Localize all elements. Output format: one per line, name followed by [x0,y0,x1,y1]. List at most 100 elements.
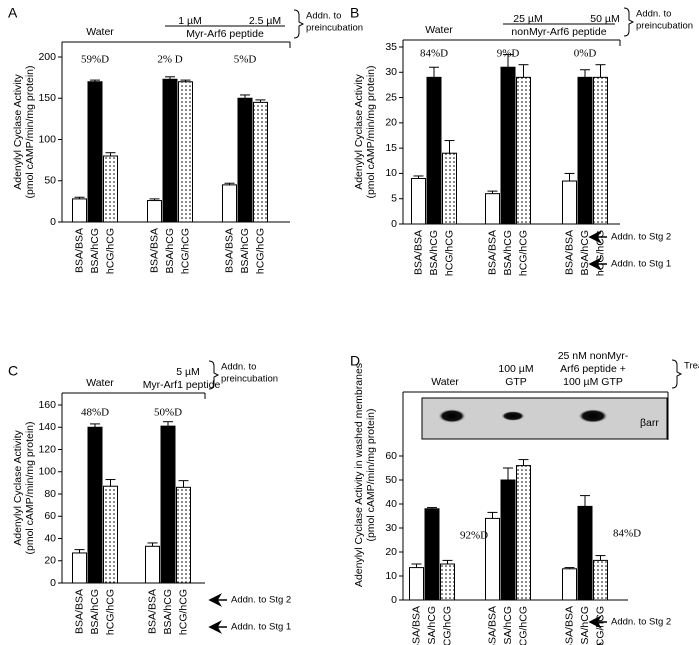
y-tick-label: 50 [385,474,397,486]
bar [176,486,191,584]
treatment-label: Myr-Arf6 peptide [186,28,264,40]
bar-label: BSA/BSA [410,606,422,645]
annotation: 5%D [234,54,257,66]
y-axis-label: Adenylyl Cyclase Activity [353,73,365,189]
bracket-label: preincubation [636,21,693,32]
y-tick-label: 40 [385,498,397,510]
stage-arrow [588,615,607,629]
bar-label: BSA/hCG [426,606,438,645]
bracket-label: Addn. to [306,11,341,22]
bar-label: BSA/hCG [502,606,514,645]
bracket-label: Addn. to [636,9,671,20]
y-axis-label: Adenylyl Cyclase Activity in washed memb… [353,363,365,587]
bar-label: BSA/hCG [502,230,514,276]
stage-label: Addn. to Stg 1 [231,622,291,633]
bar [440,563,455,601]
y-axis-label: (pmol cAMP/min/mg protein) [24,421,36,554]
stage-arrow [208,593,227,607]
annotation: 59%D [81,54,109,66]
category-label: 25 nM nonMyr- [558,350,629,362]
y-tick-label: 20 [44,555,56,567]
bar [516,76,531,225]
bar-label: BSA/BSA [563,606,575,645]
bar-label: hCG/hCG [104,589,116,635]
stage-arrow [588,230,607,244]
y-axis-label: (pmol cAMP/min/mg protein) [365,65,377,198]
y-tick-label: 10 [385,570,397,582]
stage-arrow [588,257,607,271]
bracket [623,7,635,37]
blot-label: βarr [640,417,659,429]
bar [424,508,440,601]
bracket [208,360,220,390]
category-label: Water [86,377,114,389]
category-label: Water [86,26,114,38]
bar [72,198,87,223]
y-tick-label: 60 [44,510,56,522]
bracket-label: Treatment [684,361,699,372]
bar-label: BSA/BSA [486,230,498,275]
y-tick-label: 140 [38,421,56,433]
y-tick-label: 35 [385,41,397,53]
treatment-label: Myr-Arf1 peptide [143,379,221,391]
bar-label: hCG/hCG [441,606,453,645]
bar [409,567,424,601]
y-tick-label: 5 [391,192,397,204]
y-tick-label: 150 [38,92,56,104]
y-tick-label: 40 [44,532,56,544]
bar [222,184,237,223]
bar [442,152,457,225]
bar-label: hCG/hCG [104,228,116,274]
y-tick-label: 0 [391,594,397,606]
bar-label: BSA/BSA [148,228,160,273]
stage-label: Addn. to Stg 1 [611,259,671,270]
bar-label: BSA/hCG [579,606,591,645]
annotation: 50%D [154,407,182,419]
bar [147,200,162,223]
bracket [293,9,305,39]
y-tick-label: 0 [50,216,56,228]
stage-label: Addn. to Stg 1 [611,644,671,645]
panel-letter: B [350,5,359,21]
y-tick-label: 0 [391,218,397,230]
bar [593,76,608,225]
bar [145,545,160,584]
bar-label: hCG/hCG [179,228,191,274]
panel-letter: D [350,353,360,369]
bar-label: BSA/BSA [73,228,85,273]
bar [485,193,500,225]
panel-letter: C [8,363,18,379]
category-label: Water [425,24,453,36]
y-axis-label: (pmol cAMP/min/mg protein) [24,65,36,198]
y-tick-label: 50 [44,175,56,187]
bar [593,559,608,601]
category-label: Water [431,376,459,388]
stage-label: Addn. to Stg 2 [611,617,671,628]
bar-label: BSA/hCG [239,228,251,274]
annotation: 2% D [157,54,182,66]
y-tick-label: 20 [385,546,397,558]
y-tick-label: 80 [44,488,56,500]
bracket-label: preincubation [306,23,363,34]
y-tick-label: 30 [385,522,397,534]
bracket-label: preincubation [221,374,278,385]
y-tick-label: 160 [38,399,56,411]
annotation: 48%D [81,407,109,419]
bracket-label: Addn. to [221,362,256,373]
stage-arrow [208,620,227,634]
stage-label: Addn. to Stg 2 [231,595,291,606]
bar-label: BSA/BSA [223,228,235,273]
bracket [671,359,683,389]
y-tick-label: 100 [38,133,56,145]
category-label: 5 µM [176,366,200,378]
bar [500,66,516,225]
bar [72,552,87,584]
stage-label: Addn. to Stg 2 [611,232,671,243]
bar-label: hCG/hCG [594,606,606,645]
bar-label: BSA/hCG [579,230,591,276]
panel-letter: A [8,5,18,21]
category-label: 1 µM [178,15,202,27]
bar-label: BSA/hCG [164,228,176,274]
blot-band [501,411,525,421]
bar-label: hCG/hCG [443,230,455,276]
